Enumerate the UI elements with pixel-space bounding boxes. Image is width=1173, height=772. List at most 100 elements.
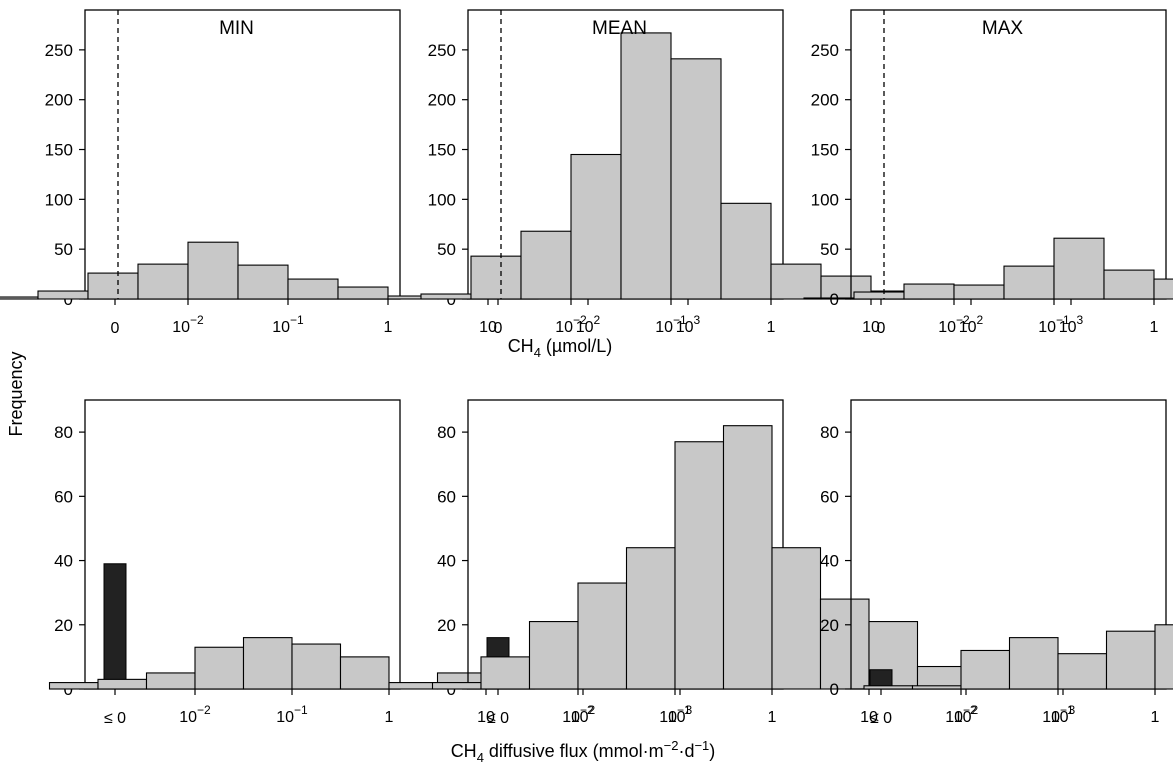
x-tick-label: 1	[1151, 709, 1160, 726]
x-tick-label: 10−1	[276, 703, 308, 726]
x-tick-label: 10−2	[172, 313, 204, 336]
zero-tick-label: 0	[877, 320, 886, 337]
bottom-x-axis-label-subscript: 4	[477, 750, 484, 765]
x-tick-label-exponent: −1	[677, 703, 691, 717]
histogram-bar	[1153, 278, 1173, 300]
x-tick-label-base: 10	[945, 709, 963, 726]
x-tick-label-base: 1	[384, 319, 393, 336]
x-tick-label: 103	[1059, 313, 1084, 336]
x-tick-label-base: 10	[562, 709, 580, 726]
x-tick-label-exponent: 2	[589, 703, 596, 717]
x-tick-label: 1	[768, 709, 777, 726]
y-tick-label: 150	[428, 141, 456, 160]
x-tick-label-exponent: −1	[294, 703, 308, 717]
y-tick-label: 0	[830, 680, 839, 699]
y-tick-label: 250	[811, 41, 839, 60]
zero-tick-label: ≤ 0	[104, 710, 126, 727]
x-tick-label-base: 1	[768, 709, 777, 726]
x-tick-label-exponent: −2	[573, 313, 587, 327]
histogram-bar	[1105, 630, 1156, 690]
x-tick-label: 103	[668, 703, 693, 726]
histogram-bar	[187, 241, 239, 300]
histogram-bar	[237, 264, 289, 300]
histogram-bar	[577, 582, 628, 690]
histogram-bar	[1053, 237, 1105, 300]
histogram-bar	[953, 284, 1005, 300]
panel-3: 050100150200250010−210−1110102103MAX	[803, 9, 1173, 337]
y-tick-label: 80	[54, 423, 73, 442]
x-tick-label-exponent: −2	[956, 313, 970, 327]
x-tick-label-base: 10	[1059, 319, 1077, 336]
histogram-bar	[1103, 269, 1155, 300]
x-tick-label-base: 10	[172, 319, 190, 336]
histogram-bar	[242, 637, 293, 690]
zero-tick-label: ≤ 0	[487, 710, 509, 727]
histogram-bar	[674, 441, 725, 690]
histogram-bar	[87, 272, 139, 300]
x-tick-label-exponent: −1	[1060, 703, 1074, 717]
x-tick-label-base: 10	[676, 319, 694, 336]
x-tick-label: 10−2	[555, 313, 587, 336]
x-tick-label-exponent: 2	[972, 703, 979, 717]
panel-grid: 050100150200250010−210−1110102103MIN0501…	[0, 9, 1173, 727]
zero-tick-label: ≤ 0	[870, 710, 892, 727]
x-tick-label-base: 10	[659, 709, 677, 726]
bottom-x-axis-label-part: )	[709, 741, 715, 761]
y-tick-label: 50	[54, 240, 73, 259]
histogram-bar	[720, 202, 772, 300]
histogram-bar	[480, 656, 531, 690]
x-tick-label: 103	[676, 313, 701, 336]
x-tick-label: 102	[571, 703, 596, 726]
x-tick-label-base: 10	[862, 319, 880, 336]
histogram-bar	[620, 32, 672, 300]
x-tick-label-base: 10	[1051, 709, 1069, 726]
plot-frame	[84, 399, 401, 690]
histogram-bar	[388, 682, 439, 690]
x-tick-label: 10−1	[272, 313, 304, 336]
y-tick-label: 80	[437, 423, 456, 442]
x-tick-label: 10−2	[945, 703, 977, 726]
zero-tick-label: 0	[494, 320, 503, 337]
top-x-axis-label: CH4 (µmol/L)	[508, 336, 613, 360]
x-tick-label: 10−1	[1038, 313, 1070, 336]
x-tick-label: 102	[959, 313, 984, 336]
histogram-bar	[670, 58, 722, 300]
x-tick-label-exponent: −1	[1056, 313, 1070, 327]
x-tick-label: 1	[767, 319, 776, 336]
bottom-x-axis-label-main: CH	[451, 741, 477, 761]
x-tick-label-base: 10	[555, 319, 573, 336]
x-tick-label-base: 10	[576, 319, 594, 336]
x-tick-label-exponent: 3	[1069, 703, 1076, 717]
y-tick-label: 80	[820, 423, 839, 442]
histogram-bar	[97, 678, 148, 690]
bottom-x-axis-label-part: diffusive flux (mmol·m	[484, 741, 664, 761]
histogram-bar	[570, 153, 622, 300]
x-tick-label-exponent: 3	[694, 313, 701, 327]
histogram-bar	[625, 547, 676, 690]
y-tick-label: 20	[54, 616, 73, 635]
histogram-bar	[431, 682, 482, 690]
x-tick-label-exponent: −1	[673, 313, 687, 327]
y-tick-label: 200	[811, 91, 839, 110]
top-x-axis-label-subscript: 4	[534, 345, 541, 360]
x-tick-label-exponent: 2	[594, 313, 601, 327]
y-tick-label: 150	[45, 141, 73, 160]
x-tick-label-base: 10	[1038, 319, 1056, 336]
histogram-bar	[722, 425, 773, 690]
histogram-bar	[145, 672, 196, 690]
histogram-bar	[337, 286, 389, 300]
x-tick-label-base: 10	[954, 709, 972, 726]
panel-title: MEAN	[592, 18, 647, 39]
x-tick-label: 10	[477, 709, 495, 726]
x-tick-label-base: 10	[959, 319, 977, 336]
x-tick-label-exponent: 2	[977, 313, 984, 327]
x-tick-label: 10−1	[1042, 703, 1074, 726]
panel-title: MAX	[982, 18, 1024, 39]
histogram-bar	[194, 646, 245, 690]
y-tick-label: 250	[45, 41, 73, 60]
